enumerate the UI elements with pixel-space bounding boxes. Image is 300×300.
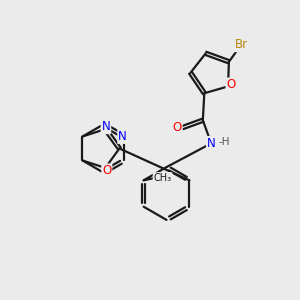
Text: Br: Br xyxy=(235,38,248,51)
Text: -H: -H xyxy=(218,137,230,147)
Text: CH₃: CH₃ xyxy=(154,173,172,183)
Text: O: O xyxy=(172,121,182,134)
Text: N: N xyxy=(118,130,127,143)
Text: O: O xyxy=(226,78,236,92)
Text: O: O xyxy=(102,164,111,177)
Text: N: N xyxy=(207,137,216,150)
Text: N: N xyxy=(101,120,110,133)
